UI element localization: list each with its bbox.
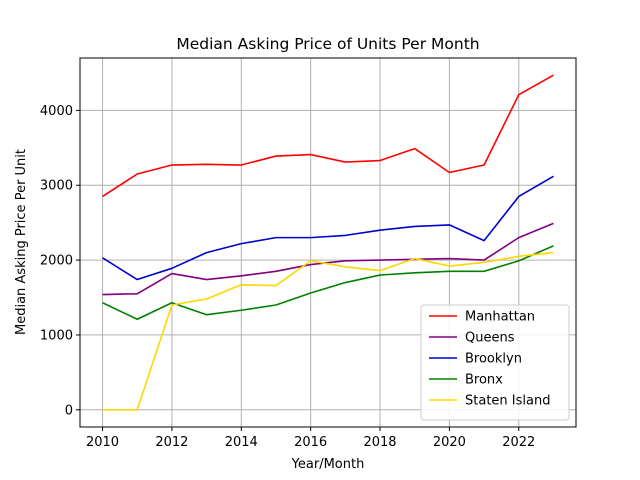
legend-label-staten-island: Staten Island <box>465 394 550 409</box>
legend-label-bronx: Bronx <box>465 373 503 388</box>
x-axis-title: Year/Month <box>291 457 365 472</box>
series-line-queens <box>102 222 554 296</box>
x-axis-ticks: 2010 2012 2014 2016 2018 2020 2022 <box>86 427 535 450</box>
plot-frame <box>79 57 577 428</box>
x-tick-label: 2010 <box>86 435 119 450</box>
y-tick-label: 2000 <box>40 254 73 269</box>
series-line-manhattan <box>102 74 554 198</box>
x-tick-label: 2018 <box>363 435 396 450</box>
legend-label-queens: Queens <box>465 331 515 346</box>
x-tick-label: 2022 <box>502 435 535 450</box>
series-line-staten-island <box>102 251 554 411</box>
y-tick-label: 1000 <box>40 328 73 343</box>
y-tick-label: 0 <box>65 403 73 418</box>
y-axis-title: Median Asking Price Per Unit <box>14 149 29 335</box>
y-tick-label: 3000 <box>40 179 73 194</box>
y-tick-label: 4000 <box>40 104 73 119</box>
series-lines <box>102 74 554 411</box>
legend-label-brooklyn: Brooklyn <box>465 352 522 367</box>
x-tick-label: 2020 <box>433 435 466 450</box>
y-axis-ticks: 0 1000 2000 3000 4000 <box>40 104 80 418</box>
legend: Manhattan Queens Brooklyn Bronx Staten Islan… <box>420 304 570 421</box>
x-tick-label: 2012 <box>155 435 188 450</box>
series-line-brooklyn <box>102 175 554 281</box>
legend-label-manhattan: Manhattan <box>465 310 535 325</box>
legend-box <box>420 304 570 421</box>
x-tick-label: 2016 <box>294 435 327 450</box>
chart-title: Median Asking Price of Units Per Month <box>176 35 479 53</box>
x-tick-label: 2014 <box>225 435 258 450</box>
